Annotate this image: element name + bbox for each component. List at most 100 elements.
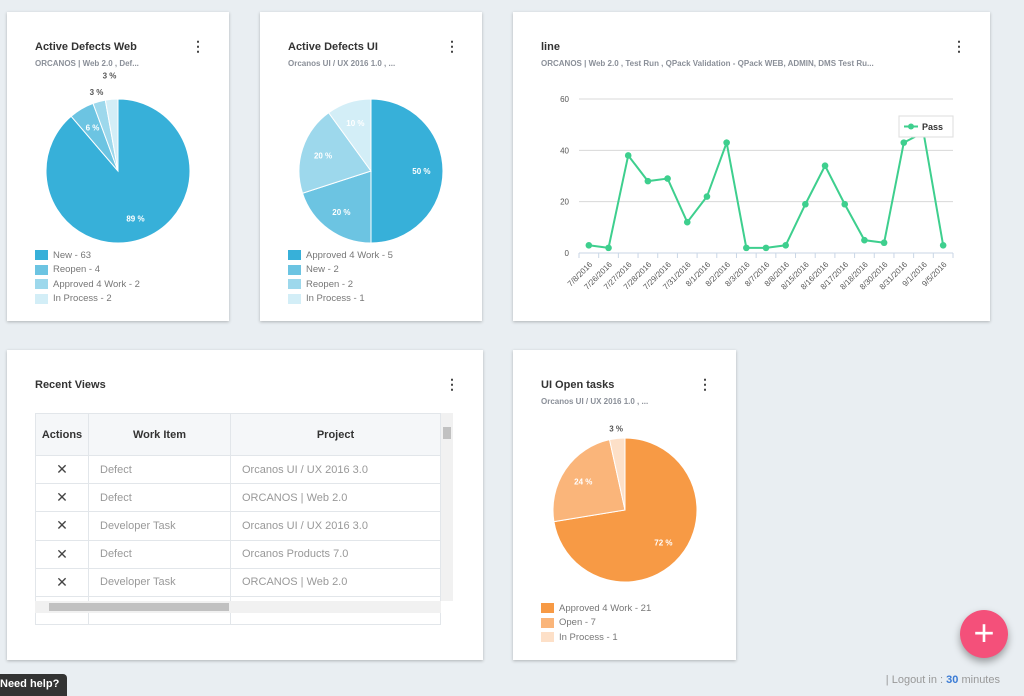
chart-legend[interactable]: Pass [898, 115, 954, 138]
legend-swatch [35, 250, 48, 261]
header-work-item[interactable]: Work Item [88, 413, 231, 456]
remove-icon[interactable]: ✕ [35, 483, 89, 513]
work-item-cell[interactable]: Developer Task [88, 511, 231, 541]
data-point[interactable] [664, 175, 671, 182]
legend: Approved 4 Work - 5 New - 2 Reopen - 2 In P… [288, 248, 393, 306]
table-row[interactable]: ✕ Defect Orcanos UI / UX 2016 3.0 [35, 454, 441, 485]
pie-slice[interactable] [104, 98, 119, 172]
legend-item[interactable]: Approved 4 Work - 5 [288, 248, 393, 263]
work-item-cell[interactable]: Developer Task [88, 567, 231, 597]
card-subtitle: ORCANOS | Web 2.0 , Test Run , QPack Val… [541, 59, 874, 68]
header-actions[interactable]: Actions [35, 413, 89, 456]
add-widget-button[interactable]: + [960, 610, 1008, 658]
horizontal-scrollbar[interactable] [35, 601, 441, 613]
line-chart-card: line ORCANOS | Web 2.0 , Test Run , QPac… [513, 12, 990, 321]
pie-slice[interactable] [370, 98, 444, 244]
legend-item[interactable]: In Process - 1 [541, 630, 651, 645]
card-subtitle: ORCANOS | Web 2.0 , Def... [35, 59, 139, 68]
pie-slice[interactable] [552, 439, 626, 523]
pie-chart: 89 % 6 % 3 % 3 % [45, 71, 191, 244]
remove-icon[interactable]: ✕ [35, 454, 89, 485]
data-point[interactable] [585, 242, 593, 249]
legend-swatch [541, 632, 554, 643]
card-title: line [541, 41, 560, 53]
legend-item[interactable]: New - 2 [288, 263, 393, 278]
slice-label: 20 % [332, 208, 350, 217]
legend-label: Reopen - 2 [306, 278, 354, 290]
table-row[interactable]: ✕ Defect Orcanos Products 7.0 [35, 539, 441, 569]
data-point[interactable] [743, 244, 750, 252]
project-cell: Orcanos Products 7.0 [230, 539, 441, 569]
remove-icon[interactable]: ✕ [35, 539, 89, 569]
data-point[interactable] [703, 193, 711, 200]
data-point[interactable] [762, 244, 770, 252]
pie-chart: 50 % 20 % 20 % 10 % [298, 98, 444, 244]
legend-label: New - 63 [53, 249, 92, 261]
legend-item[interactable]: Reopen - 2 [288, 277, 393, 292]
slice-label: 6 % [86, 124, 100, 133]
pie-slice[interactable] [608, 437, 626, 511]
ui-open-tasks-card: UI Open tasks Orcanos UI / UX 2016 1.0 ,… [513, 350, 736, 660]
y-tick-label: 60 [560, 95, 569, 104]
data-point[interactable] [821, 162, 829, 170]
legend-item[interactable]: In Process - 1 [288, 292, 393, 307]
work-item-cell[interactable]: Defect [88, 539, 231, 569]
legend: Approved 4 Work - 21 Open - 7 In Process -… [541, 601, 651, 645]
legend-item[interactable]: Approved 4 Work - 2 [35, 277, 140, 292]
data-point[interactable] [644, 177, 652, 185]
data-point[interactable] [939, 242, 947, 249]
slice-label: 24 % [574, 478, 592, 487]
legend-label: Pass [922, 122, 943, 132]
legend-item[interactable]: New - 63 [35, 248, 140, 263]
project-cell: ORCANOS | Web 2.0 [230, 567, 441, 597]
legend-item[interactable]: Open - 7 [541, 616, 651, 631]
legend-item[interactable]: In Process - 2 [35, 292, 140, 307]
remove-icon[interactable]: ✕ [35, 511, 89, 541]
card-title: Recent Views [35, 379, 106, 391]
vertical-scrollbar[interactable] [441, 413, 453, 601]
header-project[interactable]: Project [230, 413, 441, 456]
data-point[interactable] [861, 236, 868, 244]
card-subtitle: Orcanos UI / UX 2016 1.0 , ... [541, 397, 649, 406]
logout-value: 30 [946, 674, 959, 686]
slice-label: 10 % [346, 119, 364, 128]
logout-timer: | Logout in : 30 minutes [886, 674, 1000, 686]
data-point[interactable] [683, 218, 691, 226]
data-point[interactable] [723, 139, 730, 146]
slice-label: 50 % [412, 167, 430, 176]
line-chart: 02040607/8/20167/26/20167/27/20167/28/20… [560, 95, 954, 292]
legend-label: Open - 7 [559, 617, 596, 629]
slice-label: 89 % [126, 214, 144, 223]
legend-label: In Process - 1 [306, 293, 365, 305]
table-row[interactable]: ✕ Developer Task Orcanos UI / UX 2016 3.0 [35, 511, 441, 541]
data-point[interactable] [880, 239, 888, 247]
slice-label: 3 % [609, 424, 623, 433]
pie-slice[interactable] [298, 112, 372, 194]
legend-label: In Process - 1 [559, 631, 618, 643]
legend-label: New - 2 [306, 264, 339, 276]
data-point[interactable] [802, 200, 809, 208]
more-menu-icon[interactable]: ⋮ [445, 376, 459, 392]
slice-label: 3 % [90, 88, 104, 97]
data-point[interactable] [624, 152, 632, 159]
data-point[interactable] [841, 200, 849, 208]
pie-slice[interactable] [327, 98, 372, 173]
data-point[interactable] [605, 244, 612, 252]
need-help-button[interactable]: Need help? [0, 674, 68, 696]
legend-swatch [288, 279, 301, 290]
legend-item[interactable]: Reopen - 4 [35, 263, 140, 278]
y-tick-label: 0 [565, 249, 570, 258]
series-line-pass [588, 130, 945, 249]
table-row[interactable]: ✕ Defect ORCANOS | Web 2.0 [35, 483, 441, 513]
data-point[interactable] [782, 242, 789, 249]
legend-swatch [35, 293, 48, 304]
remove-icon[interactable]: ✕ [35, 567, 89, 597]
data-point[interactable] [900, 139, 908, 146]
logout-unit: minutes [961, 674, 1000, 686]
pie-slice[interactable] [301, 170, 372, 244]
legend-item[interactable]: Approved 4 Work - 21 [541, 601, 651, 616]
table-row[interactable]: ✕ Developer Task ORCANOS | Web 2.0 [35, 567, 441, 597]
work-item-cell[interactable]: Defect [88, 454, 231, 485]
active-defects-web-card: Active Defects Web ORCANOS | Web 2.0 , D… [7, 12, 229, 321]
work-item-cell[interactable]: Defect [88, 483, 231, 513]
